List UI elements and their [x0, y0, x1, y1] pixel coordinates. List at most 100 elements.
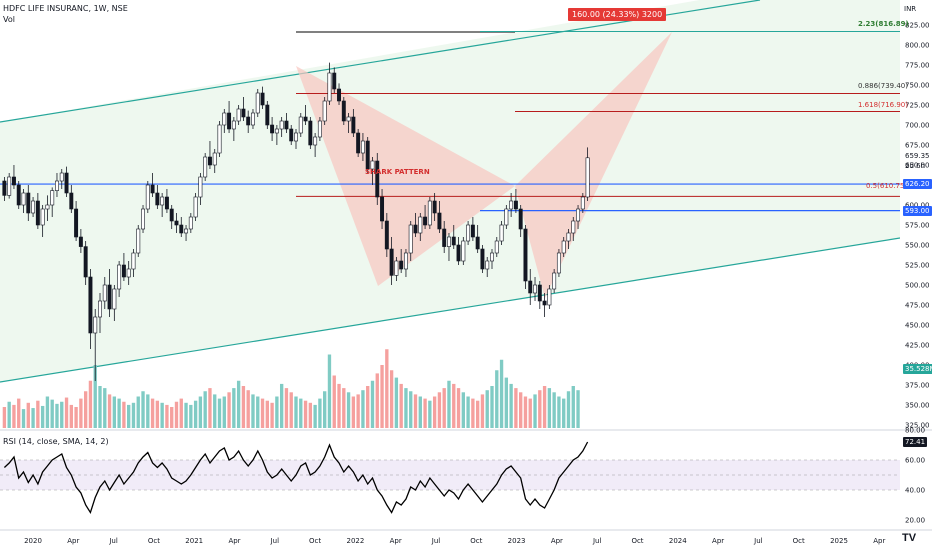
volume-bar — [514, 388, 518, 428]
time-tick-label: Jul — [108, 537, 118, 545]
candle-body — [523, 228, 528, 282]
candle-body — [513, 200, 518, 210]
vol-label: Vol — [3, 15, 15, 24]
candle-body — [580, 196, 585, 210]
volume-bar — [184, 402, 188, 428]
rsi-label: RSI (14, close, SMA, 14, 2) — [3, 437, 109, 446]
volume-bar — [442, 388, 446, 428]
candle-body — [217, 124, 222, 154]
time-tick-label: Oct — [148, 537, 160, 545]
volume-bar — [571, 386, 575, 428]
volume-bar — [50, 399, 54, 428]
candle-body — [88, 276, 93, 334]
pattern-triangle-2 — [515, 32, 672, 298]
tradingview-logo: TV — [902, 532, 917, 544]
volume-bar — [40, 405, 45, 428]
candle-body — [375, 160, 380, 198]
time-tick-label: Oct — [309, 537, 321, 545]
time-tick-label: 2021 — [185, 537, 203, 545]
candle-body — [499, 224, 504, 242]
volume-bar — [60, 401, 64, 428]
volume-bar — [270, 402, 274, 428]
volume-bar — [432, 396, 437, 428]
volume-bar — [547, 388, 552, 428]
candle-body — [251, 112, 255, 126]
volume-bar — [566, 391, 571, 428]
candle-body — [83, 246, 88, 278]
candle-body — [179, 224, 184, 234]
volume-bar — [533, 394, 537, 428]
volume-bar — [313, 404, 317, 428]
volume-bars — [2, 349, 580, 428]
candle-body — [246, 116, 251, 126]
volume-bar — [475, 400, 480, 428]
candle-body — [117, 264, 122, 290]
volume-bar — [327, 354, 332, 428]
volume-bar — [366, 386, 370, 428]
candle-body — [337, 88, 341, 102]
time-tick-label: Apr — [228, 537, 240, 545]
rsi-tick-label: 60.00 — [905, 457, 925, 465]
price-tick-label: 750.00 — [905, 82, 930, 90]
price-tick-label: 800.00 — [905, 42, 930, 50]
volume-bar — [523, 396, 528, 428]
price-tick-label: 450.00 — [905, 322, 930, 330]
candle-body — [442, 228, 447, 247]
price-tick-label: 650.00 — [905, 162, 930, 170]
candle-body — [552, 272, 557, 290]
time-tick-label: Jul — [431, 537, 441, 545]
volume-bar — [337, 383, 341, 428]
candle-body — [7, 176, 12, 196]
time-tick-label: Jul — [270, 537, 280, 545]
candle-body — [145, 184, 150, 210]
volume-bar — [528, 398, 532, 428]
volume-bar — [165, 404, 169, 428]
time-tick-label: 2023 — [508, 537, 526, 545]
volume-bar — [423, 398, 427, 428]
candle-body — [351, 116, 356, 134]
time-tick-label: Oct — [631, 537, 643, 545]
candle-body — [485, 260, 490, 270]
volume-bar — [98, 386, 102, 428]
volume-bar — [222, 396, 226, 428]
volume-bar — [509, 383, 513, 428]
volume-bar — [418, 396, 422, 428]
volume-bar — [576, 390, 580, 428]
candle-body — [533, 284, 537, 294]
shark-pattern — [296, 31, 672, 298]
volume-bar — [370, 380, 375, 428]
volume-bar — [356, 394, 360, 428]
fib-levels — [0, 30, 900, 212]
candle-body — [40, 208, 45, 226]
volume-bar — [452, 383, 456, 428]
price-tick-label: 375.00 — [905, 382, 930, 390]
time-tick-label: 2022 — [346, 537, 364, 545]
volume-bar — [308, 402, 313, 428]
volume-bar — [471, 398, 475, 428]
volume-bar — [346, 392, 351, 428]
axis-unit: INR — [904, 5, 917, 13]
candle-body — [11, 176, 16, 186]
candle-body — [98, 300, 102, 318]
price-axis-bg — [900, 0, 932, 550]
candle-body — [222, 112, 227, 126]
volume-bar — [112, 396, 117, 428]
volume-bar — [69, 404, 73, 428]
volume-bar — [208, 388, 212, 428]
rsi-tick-label: 80.00 — [905, 427, 925, 435]
volume-tag: 35.528M — [903, 364, 932, 374]
volume-bar — [179, 398, 183, 428]
candle-body — [389, 248, 394, 276]
candle-body — [126, 268, 131, 278]
candle-body — [528, 280, 533, 294]
candle-body — [78, 236, 83, 247]
candle-body — [45, 204, 50, 210]
volume-bar — [127, 404, 131, 428]
candle-body — [141, 208, 145, 230]
volume-bar — [428, 400, 432, 428]
candle-body — [184, 228, 189, 234]
fib-0-886-label: 0.886(739.40) — [858, 82, 908, 90]
time-tick-label: 2025 — [830, 537, 848, 545]
candle-body — [480, 248, 485, 270]
